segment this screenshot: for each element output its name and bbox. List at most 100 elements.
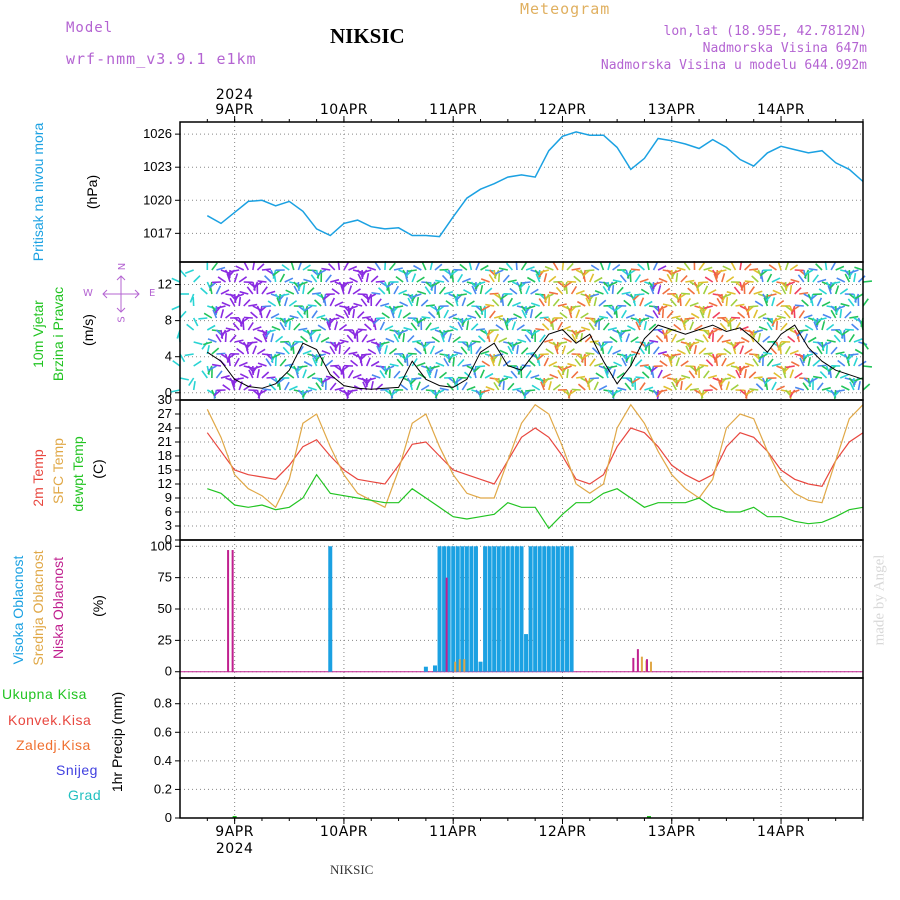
ytick-label-2-2: 6 (165, 504, 172, 519)
cloud-bar-1-0 (454, 661, 457, 672)
panel-frame-4 (179, 677, 864, 819)
wind-rose-w: W (83, 288, 93, 299)
date-label-bottom-1: 10APR (320, 824, 368, 840)
cloud-bar-0-31 (565, 546, 570, 672)
cloud-bar-0-22 (524, 634, 529, 672)
ytick-label-4-3: 0.6 (154, 724, 172, 739)
temp-2m-line (206, 427, 864, 487)
date-label-top-0: 9APR (215, 102, 254, 118)
wind-rose-arrows (102, 275, 140, 313)
ytick-label-2-1: 3 (165, 518, 172, 533)
date-label-top-3: 12APR (538, 102, 586, 118)
cloud-bar-0-13 (483, 546, 488, 672)
pressure-line (206, 131, 864, 238)
ytick-label-3-0: 0 (165, 664, 172, 679)
cloud-bar-1-3 (640, 656, 643, 672)
ytick-label-2-0: 0 (165, 532, 172, 547)
cloud-bar-1-1 (458, 659, 461, 672)
ytick-label-0-3: 1026 (143, 126, 172, 141)
precip-legend-total: Ukupna Kisa (2, 686, 87, 702)
ytick-label-2-7: 21 (158, 434, 172, 449)
cloud-bar-0-21 (519, 546, 524, 672)
ytick-label-3-4: 100 (150, 538, 172, 553)
ytick-label-0-1: 1020 (143, 192, 172, 207)
cloud-bar-0-24 (533, 546, 538, 672)
ytick-label-2-3: 9 (165, 490, 172, 505)
cloud-bar-2-2 (445, 577, 448, 672)
date-label-bottom-0: 9APR (215, 824, 254, 840)
station-title: NIKSIC (330, 24, 405, 48)
cloud-bar-1-2 (463, 659, 466, 672)
cloud-bar-0-10 (469, 546, 474, 672)
date-label-bottom-4: 13APR (648, 824, 696, 840)
precip-bar-0 (232, 816, 237, 818)
footer-station: NIKSIC (330, 862, 374, 877)
coords-text: lon,lat (18.95E, 42.7812N) (663, 24, 868, 39)
cloud-bar-0-4 (442, 546, 447, 672)
precip-legend-freezing: Zaledj.Kisa (16, 737, 91, 753)
ytick-label-4-2: 0.4 (154, 753, 172, 768)
cloud-bar-0-5 (446, 546, 451, 672)
meteogram-title: Meteogram (520, 0, 611, 18)
year-label-top: 2024 (216, 87, 254, 103)
cloud-bar-0-27 (546, 546, 551, 672)
cloud-bar-0-19 (510, 546, 515, 672)
date-label-bottom-3: 12APR (538, 824, 586, 840)
cloud-bar-2-4 (636, 649, 639, 672)
cloud-bar-0-9 (464, 546, 469, 672)
ytick-label-3-3: 75 (158, 570, 172, 585)
wind-rose-e: E (149, 288, 156, 299)
cloud-bar-0-20 (514, 546, 519, 672)
cloud-bar-0-29 (555, 546, 560, 672)
cloud-bar-1-5 (649, 661, 652, 672)
wind-barbs (171, 260, 873, 400)
temp-dewpt-line (207, 473, 864, 530)
cloud-bar-0-17 (501, 546, 506, 672)
ytick-label-2-8: 24 (158, 420, 172, 435)
cloud-bar-2-5 (645, 659, 648, 672)
cloud-bar-0-3 (437, 546, 442, 672)
model-name: wrf-nmm_v3.9.1 e1km (66, 50, 257, 68)
ytick-label-1-1: 4 (165, 349, 172, 364)
cloud-bar-0-26 (542, 546, 547, 672)
ytick-label-2-5: 15 (158, 462, 172, 477)
ytick-label-1-0: 0 (165, 385, 172, 400)
precip-legend-conv: Konvek.Kisa (8, 712, 92, 728)
ytick-label-0-2: 1023 (143, 159, 172, 174)
wind-rose: W E N S (83, 262, 158, 326)
cloud-bar-0-23 (528, 546, 533, 672)
ytick-label-1-3: 12 (158, 277, 172, 292)
cloud-bar-0-8 (460, 546, 465, 672)
cloud-bar-0-2 (432, 665, 437, 672)
cloud-bar-0-16 (496, 546, 501, 672)
cloud-bar-2-0 (227, 550, 230, 672)
cloud-bar-0-1 (423, 666, 428, 672)
cloud-bar-0-30 (560, 546, 565, 672)
ytick-label-4-0: 0 (165, 810, 172, 825)
cloud-bar-0-32 (569, 546, 574, 672)
cloud-bar-0-0 (328, 546, 333, 672)
wind-speed-line (207, 324, 864, 390)
cloud-bar-0-14 (487, 546, 492, 672)
date-label-top-4: 13APR (648, 102, 696, 118)
ytick-label-2-10: 30 (158, 392, 172, 407)
cloud-bar-0-28 (551, 546, 556, 672)
model-altitude-text: Nadmorska Visina u modelu 644.092m (600, 58, 867, 73)
panel-frame-0 (179, 121, 864, 263)
precip-legend-snow: Snijeg (56, 762, 98, 778)
cloud-bar-0-12 (478, 661, 483, 672)
model-label: Model (66, 20, 114, 36)
ytick-label-4-1: 0.2 (154, 781, 172, 796)
cloud-bar-2-1 (231, 550, 234, 672)
ytick-label-2-9: 27 (158, 406, 172, 421)
ytick-label-2-4: 12 (158, 476, 172, 491)
ytick-label-1-2: 8 (165, 313, 172, 328)
date-label-top-1: 10APR (320, 102, 368, 118)
altitude-text: Nadmorska Visina 647m (702, 41, 867, 56)
date-label-top-2: 11APR (429, 102, 477, 118)
ytick-label-4-4: 0.8 (154, 696, 172, 711)
cloud-bar-0-11 (473, 546, 478, 672)
ytick-label-0-0: 1017 (143, 225, 172, 240)
